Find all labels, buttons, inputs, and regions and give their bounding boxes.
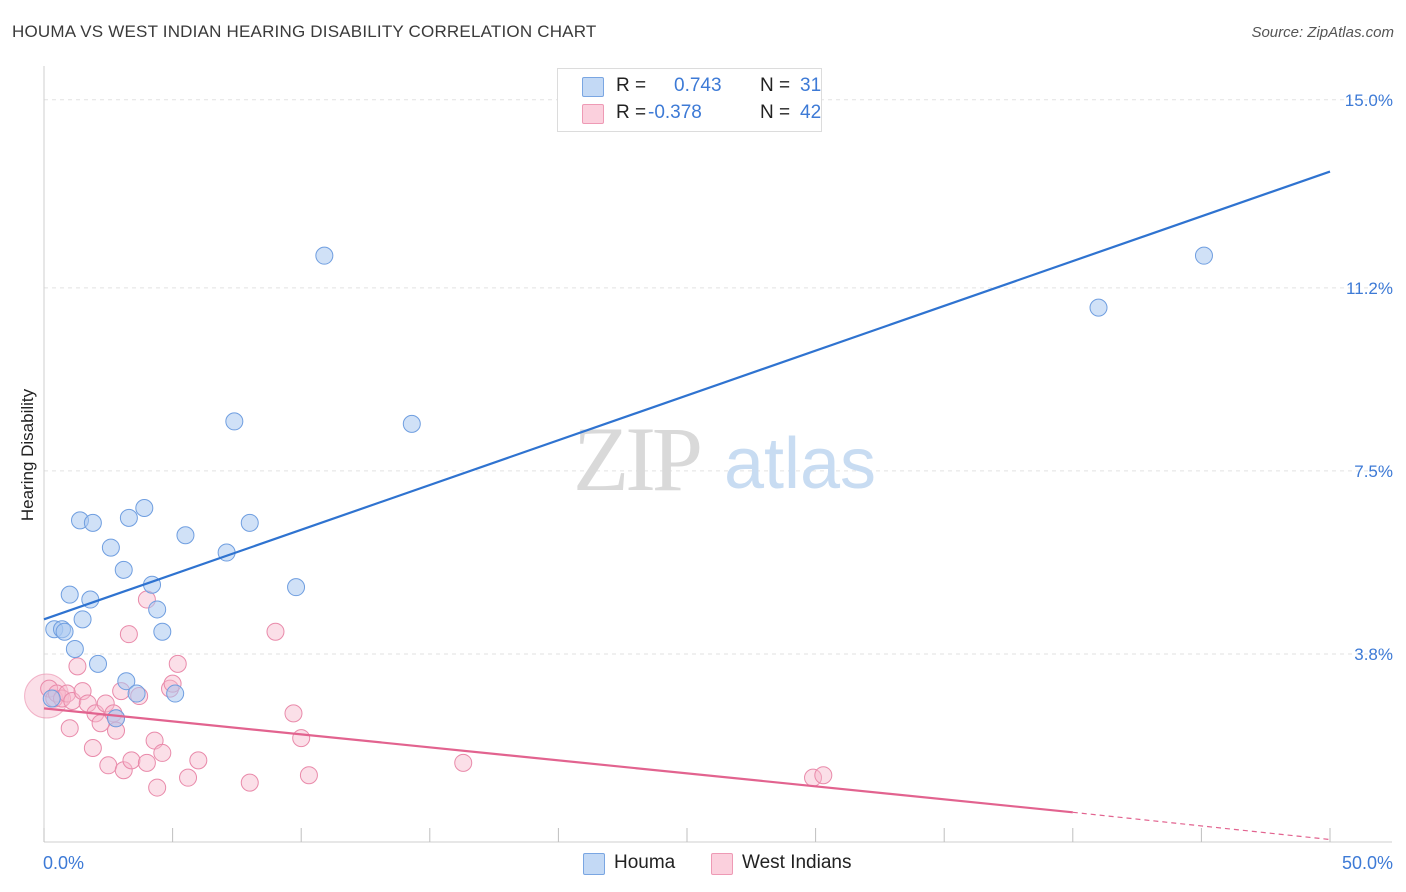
gridlines: [44, 99, 1392, 655]
houma-swatch: [582, 77, 604, 97]
west-indians-point: [114, 761, 133, 780]
west-indians-point: [292, 729, 311, 748]
axes: [43, 66, 1392, 843]
houma-point: [1194, 246, 1213, 265]
houma-point: [89, 654, 108, 673]
source-credit: Source: ZipAtlas.com: [1251, 24, 1394, 41]
west-indians-point: [168, 654, 187, 673]
houma-point: [55, 622, 74, 641]
west-indians-point: [119, 625, 138, 644]
houma-point: [127, 684, 146, 703]
west-indians-point: [814, 766, 833, 785]
west-indians-point: [284, 704, 303, 723]
west-indians-swatch: [582, 104, 604, 124]
houma-point: [240, 513, 259, 532]
west-indians-r-value: -0.378: [648, 102, 702, 123]
west-indians-point: [68, 657, 87, 676]
houma-point: [225, 412, 244, 431]
west-indians-points: [24, 590, 833, 797]
west-indians-point: [83, 738, 102, 757]
y-tick-label: 3.8%: [1354, 645, 1393, 664]
houma-legend-label: Houma: [614, 852, 676, 873]
houma-point: [119, 508, 138, 527]
west-indians-point: [189, 751, 208, 770]
trend-lines: [43, 170, 1331, 841]
houma-legend-swatch: [583, 853, 605, 875]
houma-point: [315, 246, 334, 265]
west-indians-point: [99, 756, 118, 775]
houma-point: [135, 499, 154, 518]
y-tick-label: 7.5%: [1354, 462, 1393, 481]
houma-r-label: R =: [616, 75, 647, 96]
houma-point: [101, 538, 120, 557]
west-indians-point: [148, 778, 167, 797]
houma-point: [73, 610, 92, 629]
houma-point: [176, 526, 195, 545]
y-tick-label: 11.2%: [1346, 279, 1393, 298]
series-legend: Houma West Indians: [0, 852, 1406, 878]
west-indians-point: [299, 766, 318, 785]
houma-n-value: 31: [800, 75, 822, 96]
west-indians-trend-extension: [1072, 811, 1331, 841]
correlation-legend: R = 0.743 N = 31 R = -0.378 N = 42: [557, 68, 822, 132]
houma-r-value: 0.743: [674, 75, 722, 96]
houma-point: [148, 600, 167, 619]
west-indians-point: [122, 751, 141, 770]
houma-point: [117, 672, 136, 691]
west-indians-trend-line: [43, 707, 1073, 814]
west-indians-point: [179, 768, 198, 787]
west-indians-point: [240, 773, 259, 792]
x-tick-label-max: 50.0%: [1342, 853, 1393, 873]
houma-trend-line: [43, 170, 1331, 621]
houma-point: [42, 689, 61, 708]
houma-point: [83, 513, 102, 532]
houma-point: [60, 585, 79, 604]
y-tick-label: 15.0%: [1345, 91, 1393, 110]
west-indians-point: [137, 753, 156, 772]
west-indians-point: [96, 694, 115, 713]
west-indians-legend-swatch: [711, 853, 733, 875]
west-indians-point: [454, 753, 473, 772]
watermark-atlas: atlas: [724, 424, 876, 504]
houma-point: [166, 684, 185, 703]
watermark-zip: ZIP: [573, 408, 700, 510]
houma-point: [1089, 298, 1108, 317]
houma-point: [65, 640, 84, 659]
west-indians-point: [153, 743, 172, 762]
tick-labels: 3.8% 7.5% 11.2% 15.0% 0.0% 50.0%: [43, 91, 1393, 873]
houma-point: [402, 414, 421, 433]
x-tick-label-min: 0.0%: [43, 853, 84, 873]
west-indians-point: [266, 622, 285, 641]
houma-n-label: N =: [760, 75, 791, 96]
west-indians-legend-label: West Indians: [742, 852, 852, 873]
west-indians-r-label: R =: [616, 102, 647, 123]
houma-point: [287, 578, 306, 597]
chart-title: HOUMA VS WEST INDIAN HEARING DISABILITY …: [12, 22, 597, 41]
y-axis-label: Hearing Disability: [18, 388, 37, 522]
houma-points: [42, 246, 1213, 728]
west-indians-point: [60, 719, 79, 738]
west-indians-n-value: 42: [800, 102, 822, 123]
watermark: ZIP atlas: [573, 408, 876, 510]
houma-point: [153, 622, 172, 641]
houma-point: [114, 560, 133, 579]
houma-point: [107, 709, 126, 728]
west-indians-n-label: N =: [760, 102, 791, 123]
